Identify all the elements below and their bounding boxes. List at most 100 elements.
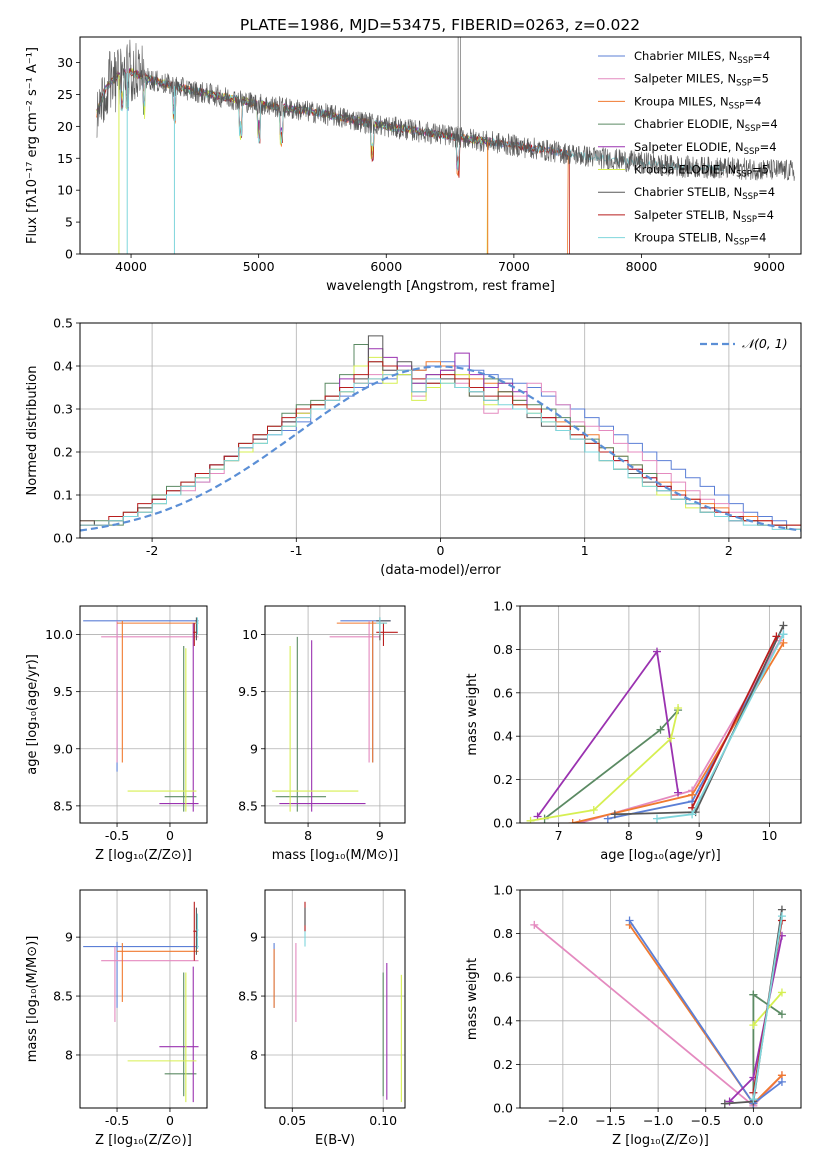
y-tick-label: 30 <box>57 55 73 70</box>
y-tick-label: 9.5 <box>53 684 73 699</box>
y-tick-label: 15 <box>57 151 73 166</box>
legend-label-main: Salpeter STELIB, N <box>634 208 741 222</box>
legend-label-sub: SSP <box>745 124 761 134</box>
legend-label-main: Salpeter MILES, N <box>634 72 736 86</box>
weight-marker <box>674 703 683 712</box>
weight-marker <box>779 638 788 647</box>
x-tick-label: −2.0 <box>548 1113 578 1128</box>
weight-marker <box>688 790 697 799</box>
panel-age_vs_Z: -0.5 0 8.5 9.0 9.5 10.0 Z [log₁₀(Z/Z⊙)] age [lo… <box>25 605 208 863</box>
weight-marker <box>603 814 612 823</box>
histogram-series <box>80 369 801 530</box>
legend-label-sub: SSP <box>729 101 745 111</box>
weight-marker <box>674 788 683 797</box>
weight-marker <box>777 1010 786 1019</box>
weight-marker <box>779 621 788 630</box>
y-tick-label: 0.2 <box>53 445 73 460</box>
legend-label: Chabrier STELIB, NSSP=4 <box>634 185 775 202</box>
weight-marker <box>777 988 786 997</box>
legend-label-sub: SSP <box>744 147 760 157</box>
legend-label-tail: =4 <box>757 208 774 222</box>
x-tick-label: 7000 <box>498 259 530 274</box>
plot-area-residuals <box>80 335 801 532</box>
figure-title: PLATE=1986, MJD=53475, FIBERID=0263, z=0… <box>240 16 640 34</box>
panel-mass_vs_ebv: 0.05 0.10 8 8.5 9 E(B-V) <box>238 889 406 1148</box>
y-tick-label: 0.8 <box>493 642 513 657</box>
y-tick-label: 8.5 <box>238 989 258 1004</box>
x-tick-label: -0.5 <box>105 1113 129 1128</box>
weight-marker <box>667 734 676 743</box>
y-tick-label: 0.6 <box>493 970 513 985</box>
y-tick-label: 0 <box>65 247 73 262</box>
weight-marker <box>652 814 661 823</box>
weight-marker <box>652 647 661 656</box>
y-tick-label: 0.6 <box>493 685 513 700</box>
x-axis-label: mass [log₁₀(M/M⊙)] <box>272 848 399 863</box>
x-tick-label: 1 <box>581 543 589 558</box>
x-tick-label: −1.0 <box>643 1113 673 1128</box>
y-tick-label: 0.5 <box>53 316 73 331</box>
weight-marker <box>749 1095 758 1104</box>
axes-frame <box>264 889 406 1109</box>
legend-label-main: Kroupa STELIB, N <box>634 231 734 245</box>
legend-label-main: Chabrier ELODIE, N <box>634 117 745 131</box>
y-axis-label: age [log₁₀(age/yr)] <box>25 654 40 775</box>
panel-weight_vs_age: 7 8 9 10 0.0 0.2 0.4 0.6 0.8 1.0 age [log₁₀(age/yr… <box>465 599 802 863</box>
x-axis-label: Z [log₁₀(Z/Z⊙)] <box>95 1133 192 1148</box>
x-tick-label: −0.5 <box>691 1113 721 1128</box>
y-tick-label: 0.2 <box>493 772 513 787</box>
y-axis-label: mass [log₁₀(M/M⊙)] <box>25 936 40 1063</box>
weight-marker <box>749 1021 758 1030</box>
y-tick-label: 10.0 <box>45 627 73 642</box>
y-tick-label: 9.5 <box>238 684 258 699</box>
y-tick-label: 9 <box>250 741 258 756</box>
plot-area-age_vs_Z <box>83 617 199 812</box>
y-tick-label: 5 <box>65 215 73 230</box>
x-axis-label: age [log₁₀(age/yr)] <box>600 848 721 863</box>
y-tick-label: 0.4 <box>493 1013 513 1028</box>
y-tick-label: 10 <box>57 183 73 198</box>
x-tick-label: -1 <box>290 543 302 558</box>
weight-marker <box>777 1077 786 1086</box>
weight-marker <box>688 810 697 819</box>
weight-line <box>691 636 778 809</box>
y-tick-label: 0.3 <box>53 402 73 417</box>
legend-label-tail: =5 <box>752 72 769 86</box>
weight-line <box>752 916 783 1100</box>
plot-area-mass_vs_Z <box>83 901 199 1103</box>
y-tick-label: 9 <box>250 930 258 945</box>
plot-area-mass_vs_ebv <box>273 901 402 1103</box>
weight-marker <box>749 990 758 999</box>
panel-age_vs_mass: 8 9 8.5 9 9.5 10 mass [log₁₀(M/M⊙)] <box>238 605 406 863</box>
legend-label-tail: =5 <box>752 163 769 177</box>
y-tick-label: 0.4 <box>53 359 73 374</box>
plot-area-age_vs_mass <box>272 617 398 812</box>
plot-area-spectrum <box>96 37 795 254</box>
legend-label-main: Chabrier STELIB, N <box>634 185 742 199</box>
x-tick-label: 9000 <box>753 259 785 274</box>
plot-area-weight_vs_age <box>526 621 788 823</box>
weight-marker <box>656 725 665 734</box>
y-axis-label: mass weight <box>465 673 480 755</box>
legend-label: Chabrier MILES, NSSP=4 <box>634 49 770 66</box>
legend-label-sub: SSP <box>742 192 758 202</box>
weight-marker <box>568 819 577 823</box>
plot-area-weight_vs_Z <box>530 905 786 1108</box>
weight-marker <box>625 916 634 925</box>
y-tick-label: 0.8 <box>493 926 513 941</box>
x-tick-label: 0.0 <box>743 1113 763 1128</box>
legend-label: Kroupa MILES, NSSP=4 <box>634 94 761 111</box>
legend-label-tail: =4 <box>753 49 770 63</box>
legend-label-sub: SSP <box>737 56 753 66</box>
weight-marker <box>589 805 598 814</box>
axes-frame <box>264 605 406 824</box>
y-tick-label: 0.0 <box>53 531 73 546</box>
y-axis-label: Flux [fλ10⁻¹⁷ erg cm⁻² s⁻¹ A⁻¹] <box>25 47 40 244</box>
y-axis-label: Normed distribution <box>25 366 40 496</box>
weight-marker <box>575 819 584 823</box>
x-tick-label: 9 <box>376 828 384 843</box>
legend-label-main: Kroupa MILES, N <box>634 94 729 108</box>
legend-label: Kroupa ELODIE, NSSP=5 <box>634 163 769 180</box>
legend-label-sub: SSP <box>741 215 757 225</box>
